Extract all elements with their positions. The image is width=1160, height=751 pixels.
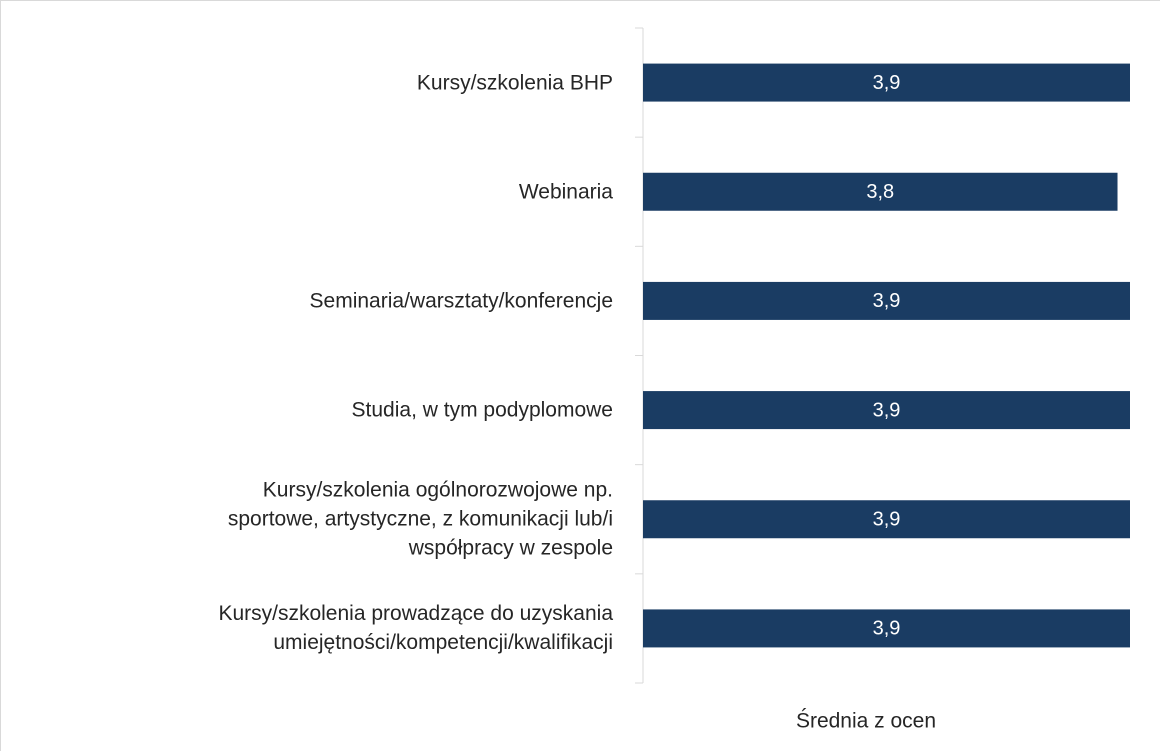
bar bbox=[643, 500, 1130, 539]
category-label: Webinaria bbox=[518, 180, 613, 204]
bar bbox=[643, 63, 1130, 102]
bar bbox=[643, 172, 1118, 211]
category-label: Kursy/szkolenia BHP bbox=[416, 71, 613, 95]
value-label: 3,9 bbox=[873, 399, 901, 421]
value-label: 3,9 bbox=[873, 618, 901, 640]
value-label: 3,9 bbox=[873, 72, 901, 94]
category-label: Kursy/szkolenia prowadzące do uzyskania … bbox=[218, 602, 613, 655]
bar bbox=[643, 391, 1130, 430]
bar bbox=[643, 281, 1130, 320]
category-label: Studia, w tym podyplomowe bbox=[351, 398, 613, 422]
x-axis-title: Średnia z ocen bbox=[796, 709, 936, 733]
category-label: Kursy/szkolenia ogólnorozwojowe np. spor… bbox=[227, 478, 613, 560]
value-label: 3,9 bbox=[873, 290, 901, 312]
bar bbox=[643, 609, 1130, 648]
value-label: 3,9 bbox=[873, 509, 901, 531]
value-label: 3,8 bbox=[866, 181, 894, 203]
category-label: Seminaria/warsztaty/konferencje bbox=[309, 289, 613, 313]
